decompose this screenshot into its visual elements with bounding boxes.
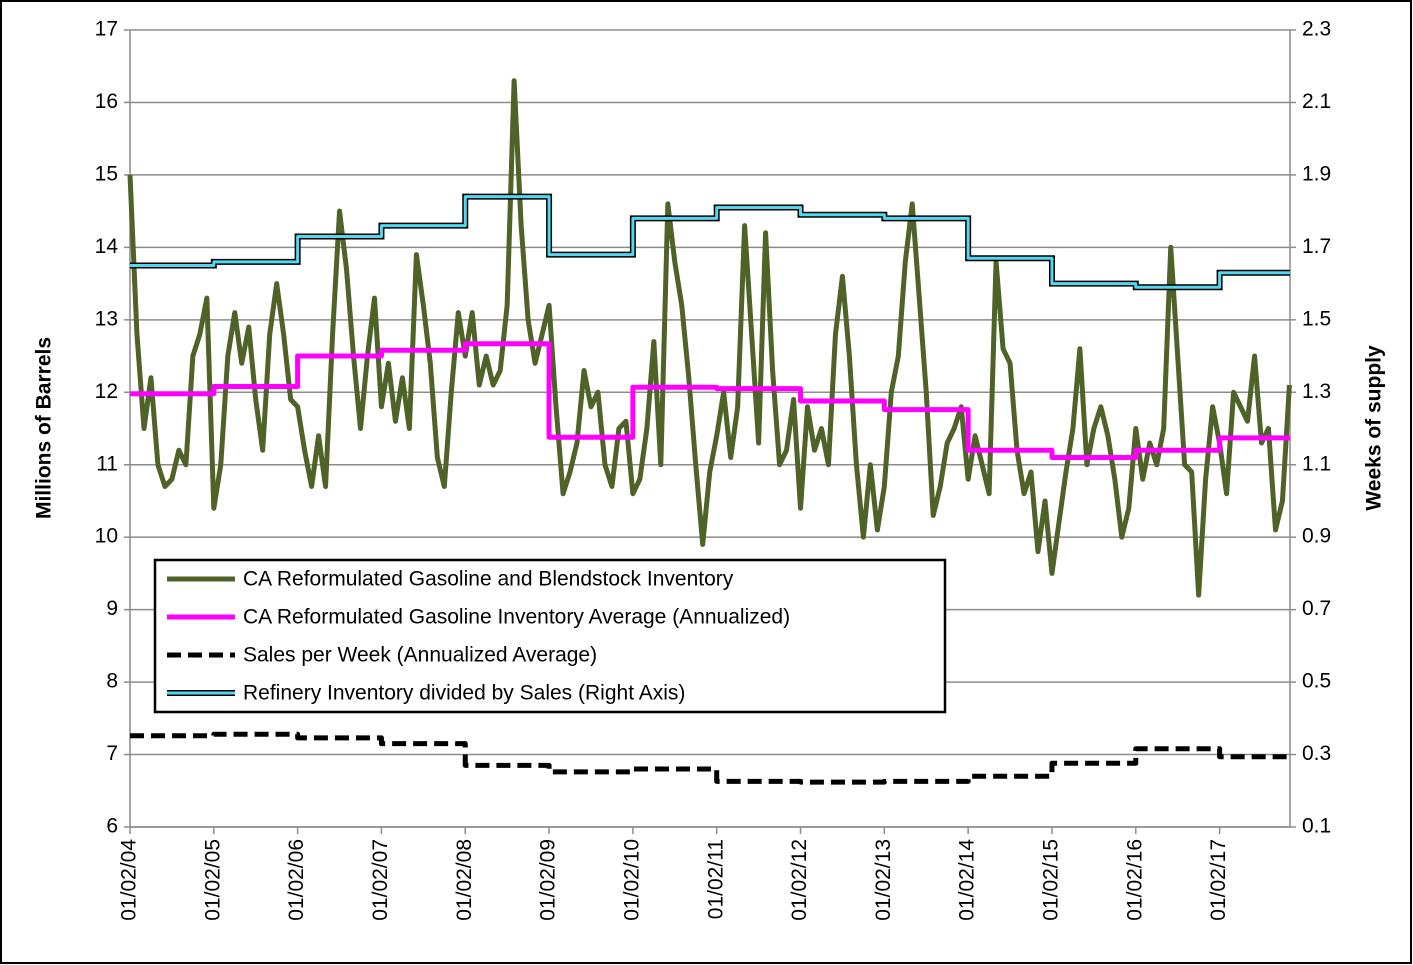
x-tick-label: 01/02/10 xyxy=(620,839,643,921)
y2-tick-label: 0.5 xyxy=(1302,670,1331,693)
y-tick-label: 15 xyxy=(95,162,118,185)
y2-axis-title: Weeks of supply xyxy=(1363,345,1386,511)
y-tick-label: 10 xyxy=(95,525,118,548)
y-tick-label: 7 xyxy=(106,742,118,765)
y-tick-label: 17 xyxy=(95,18,118,41)
x-tick-label: 01/02/16 xyxy=(1123,839,1146,921)
y-axis-title: Millions of Barrels xyxy=(33,337,56,519)
y2-tick-label: 2.3 xyxy=(1302,18,1331,41)
legend-box xyxy=(153,558,947,714)
y-tick-label: 13 xyxy=(95,307,118,330)
x-tick-label: 01/02/04 xyxy=(118,839,141,921)
y2-tick-label: 1.9 xyxy=(1302,162,1331,185)
y2-tick-label: 2.1 xyxy=(1302,90,1331,113)
y2-tick-label: 1.7 xyxy=(1302,235,1331,258)
line xyxy=(130,341,1290,460)
legend: CA Reformulated Gasoline and Blendstock … xyxy=(153,558,947,714)
y2-tick-label: 1.3 xyxy=(1302,380,1331,403)
x-tick-label: 01/02/13 xyxy=(872,839,895,921)
legend-label: CA Reformulated Gasoline Inventory Avera… xyxy=(243,606,790,629)
y-tick-label: 6 xyxy=(106,815,118,838)
y-tick-label: 14 xyxy=(95,235,119,258)
y2-tick-label: 0.7 xyxy=(1302,597,1331,620)
legend-label: Sales per Week (Annualized Average) xyxy=(243,644,597,667)
line xyxy=(130,731,1290,785)
y-tick-label: 16 xyxy=(95,90,118,113)
x-tick-label: 01/02/17 xyxy=(1207,839,1230,921)
x-tick-label: 01/02/12 xyxy=(788,839,811,921)
line xyxy=(130,195,1290,289)
x-tick-label: 01/02/09 xyxy=(537,839,560,921)
legend-label: CA Reformulated Gasoline and Blendstock … xyxy=(243,568,734,591)
y-tick-label: 11 xyxy=(96,452,118,475)
y-tick-label: 8 xyxy=(106,670,118,693)
legend-label: Refinery Inventory divided by Sales (Rig… xyxy=(243,682,685,705)
x-tick-label: 01/02/07 xyxy=(369,839,392,921)
line xyxy=(127,78,1292,598)
y2-tick-label: 1.5 xyxy=(1302,307,1331,330)
y2-tick-label: 0.9 xyxy=(1302,525,1331,548)
x-tick-label: 01/02/14 xyxy=(956,839,979,921)
y2-tick-label: 1.1 xyxy=(1302,452,1331,475)
y-tick-label: 9 xyxy=(106,597,118,620)
x-tick-label: 01/02/08 xyxy=(453,839,476,921)
x-tick-label: 01/02/05 xyxy=(201,839,224,921)
x-tick-label: 01/02/06 xyxy=(285,839,308,921)
x-tick-label: 01/02/15 xyxy=(1040,839,1063,921)
y-tick-label: 12 xyxy=(95,380,118,403)
y2-tick-label: 0.1 xyxy=(1302,815,1331,838)
y2-tick-label: 0.3 xyxy=(1302,742,1331,765)
x-tick-label: 01/02/11 xyxy=(704,839,727,919)
